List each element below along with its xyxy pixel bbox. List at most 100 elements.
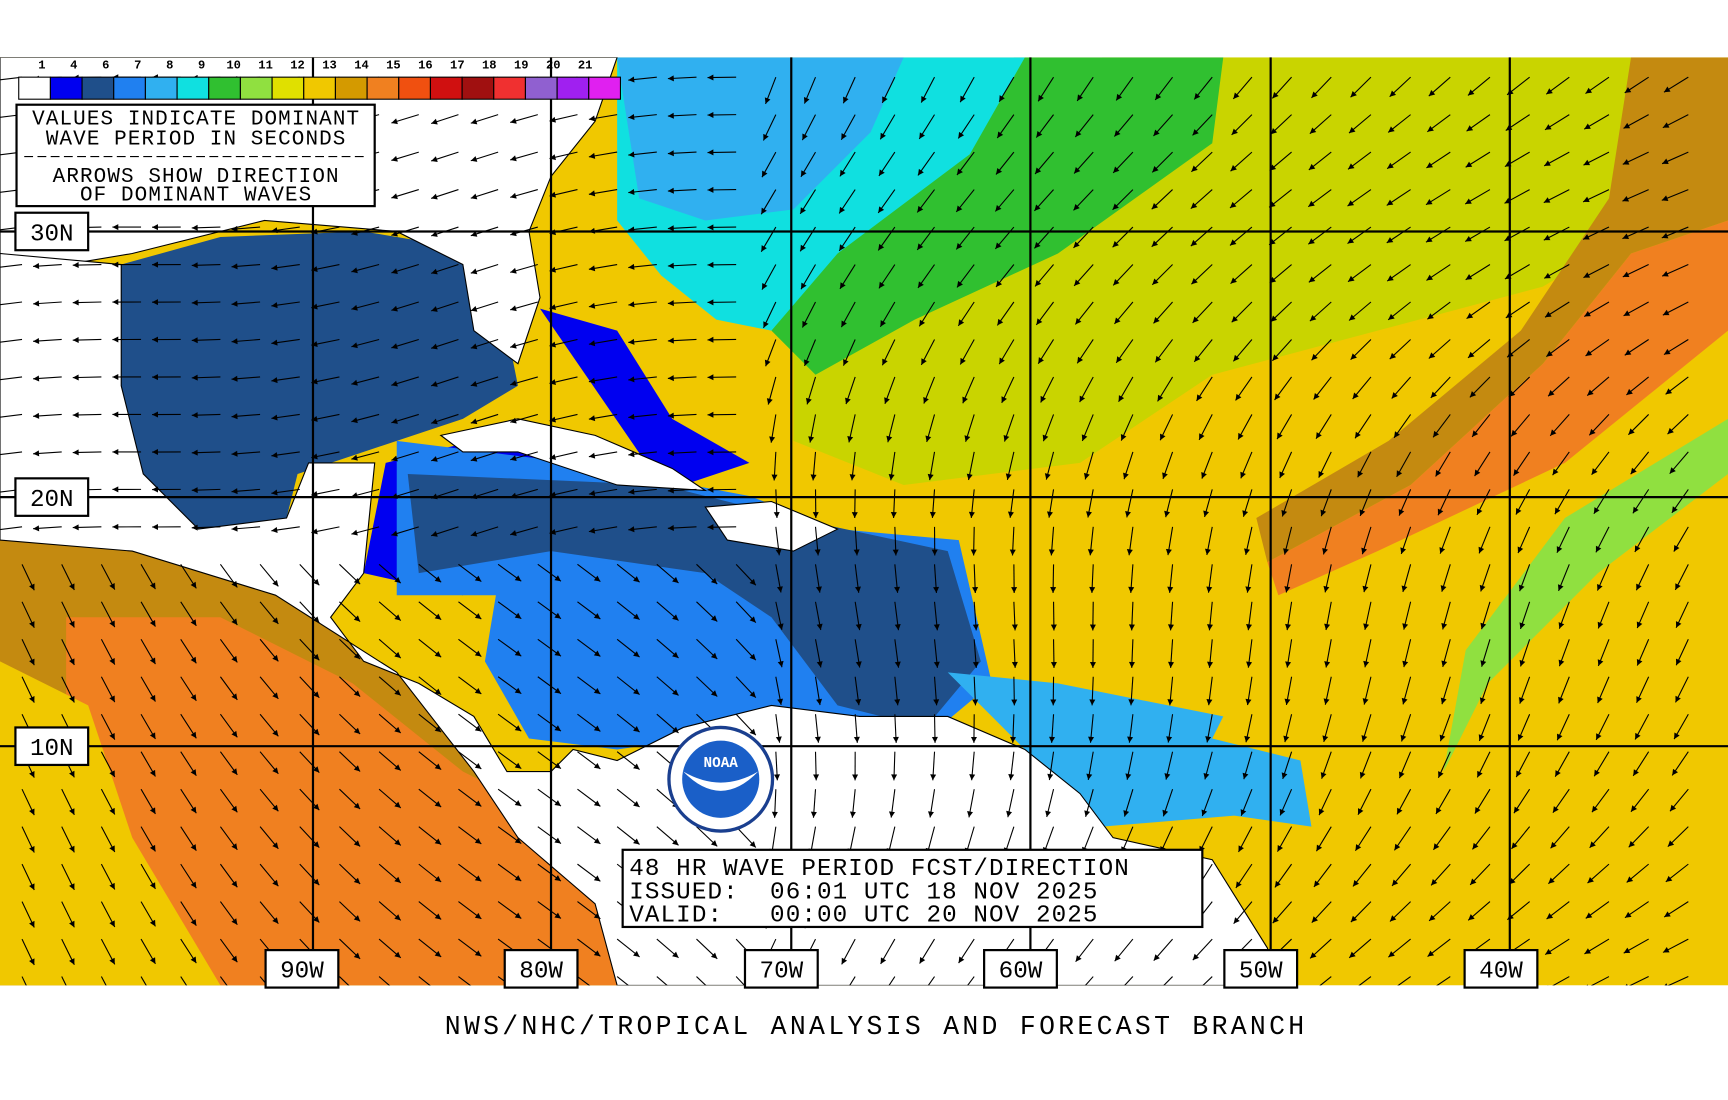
- arrow-head: [1152, 166, 1159, 173]
- arrow-head: [707, 261, 714, 268]
- arrow-head: [29, 845, 35, 853]
- arrow-head: [777, 660, 784, 668]
- arrow-head: [777, 623, 784, 630]
- arrow-shaft: [1358, 976, 1372, 986]
- arrow-head: [1350, 91, 1357, 98]
- arrow-head: [1348, 275, 1355, 282]
- arrow-head: [1663, 86, 1671, 93]
- arrow-head: [353, 952, 361, 959]
- arrow-head: [1270, 989, 1276, 995]
- arrow-head: [313, 691, 320, 698]
- arrow-head: [514, 650, 522, 657]
- arrow-head: [149, 619, 156, 627]
- arrow-head: [1470, 878, 1477, 885]
- arrow-head: [1074, 167, 1081, 174]
- arrow-head: [771, 474, 778, 481]
- arrow-head: [1203, 772, 1210, 780]
- arrow-head: [771, 811, 778, 818]
- arrow-head: [1480, 660, 1487, 667]
- arrow-head: [1594, 769, 1600, 777]
- arrow-head: [1671, 506, 1678, 513]
- arrow-head: [593, 837, 601, 844]
- arrow-head: [1665, 388, 1673, 395]
- arrow-head: [1478, 546, 1485, 554]
- arrow-head: [777, 698, 784, 705]
- arrow-head: [109, 583, 115, 590]
- arrow-head: [1123, 472, 1129, 480]
- legend-label: 20: [546, 58, 561, 72]
- arrow-head: [272, 579, 279, 587]
- arrow-head: [434, 838, 442, 845]
- arrow-head: [149, 882, 156, 889]
- arrow-head: [593, 875, 601, 882]
- legend-label: 16: [418, 58, 433, 72]
- arrow-head: [431, 306, 438, 312]
- arrow-head: [1283, 548, 1289, 555]
- arrow-head: [271, 377, 278, 384]
- arrow-shaft: [0, 338, 23, 343]
- arrow-head: [1116, 93, 1123, 101]
- arrow-head: [1544, 124, 1552, 130]
- arrow-head: [1550, 429, 1557, 436]
- arrow-head: [841, 957, 848, 965]
- arrow-head: [710, 615, 718, 622]
- arrow-head: [109, 882, 115, 890]
- arrow-head: [962, 396, 968, 404]
- arrow-head: [434, 875, 442, 883]
- arrow-head: [1388, 951, 1395, 958]
- arrow-head: [69, 808, 75, 815]
- arrow-shaft: [966, 976, 975, 986]
- arrow-head: [272, 767, 279, 774]
- arrow-shaft: [100, 976, 107, 986]
- arrow-head: [1323, 698, 1330, 705]
- arrow-head: [231, 338, 238, 345]
- arrow-head: [588, 265, 596, 272]
- arrow-head: [956, 205, 963, 212]
- arrow-head: [1242, 510, 1249, 517]
- arrow-head: [231, 525, 238, 532]
- arrow-head: [431, 343, 438, 350]
- arrow-head: [391, 343, 398, 349]
- arrow-head: [879, 994, 885, 1001]
- arrow-head: [190, 731, 197, 739]
- forecast-box: 48 HR WAVE PERIOD FCST/DIRECTION ISSUED:…: [621, 848, 1204, 929]
- arrow-head: [851, 512, 858, 519]
- arrow-head: [152, 374, 158, 381]
- arrow-head: [1387, 987, 1394, 993]
- arrow-head: [1167, 624, 1174, 631]
- arrow-head: [628, 151, 635, 158]
- arrow-head: [231, 993, 237, 1000]
- arrow-head: [968, 511, 975, 518]
- arrow-head: [1007, 511, 1014, 518]
- arrow-head: [1394, 431, 1400, 438]
- arrow-head: [1192, 316, 1199, 323]
- arrow-head: [919, 132, 925, 139]
- arrow-head: [152, 224, 158, 231]
- arrow-head: [271, 339, 278, 346]
- arrow-head: [514, 912, 522, 919]
- arrow-head: [353, 840, 361, 847]
- legend-label: 15: [386, 58, 401, 72]
- arrow-head: [956, 280, 963, 288]
- arrow-head: [510, 342, 517, 349]
- arrow-head: [1279, 471, 1285, 479]
- arrow-head: [510, 530, 517, 536]
- arrow-head: [109, 995, 114, 1002]
- arrow-head: [892, 549, 899, 556]
- arrow-shaft: [458, 976, 472, 986]
- arrow-head: [1546, 913, 1554, 920]
- arrow-head: [707, 486, 714, 493]
- arrow-head: [510, 305, 517, 312]
- arrow-head: [921, 358, 927, 365]
- arrow-head: [1667, 427, 1674, 435]
- arrow-head: [29, 696, 35, 703]
- arrow-head: [1664, 983, 1668, 986]
- arrow-head: [1231, 128, 1238, 135]
- arrow-head: [667, 150, 674, 157]
- arrow-head: [190, 881, 197, 889]
- arrow-head: [633, 688, 640, 695]
- arrow-head: [633, 838, 640, 845]
- arrow-head: [231, 730, 238, 738]
- arrow-head: [1585, 87, 1593, 94]
- arrow-shaft: [1397, 976, 1411, 986]
